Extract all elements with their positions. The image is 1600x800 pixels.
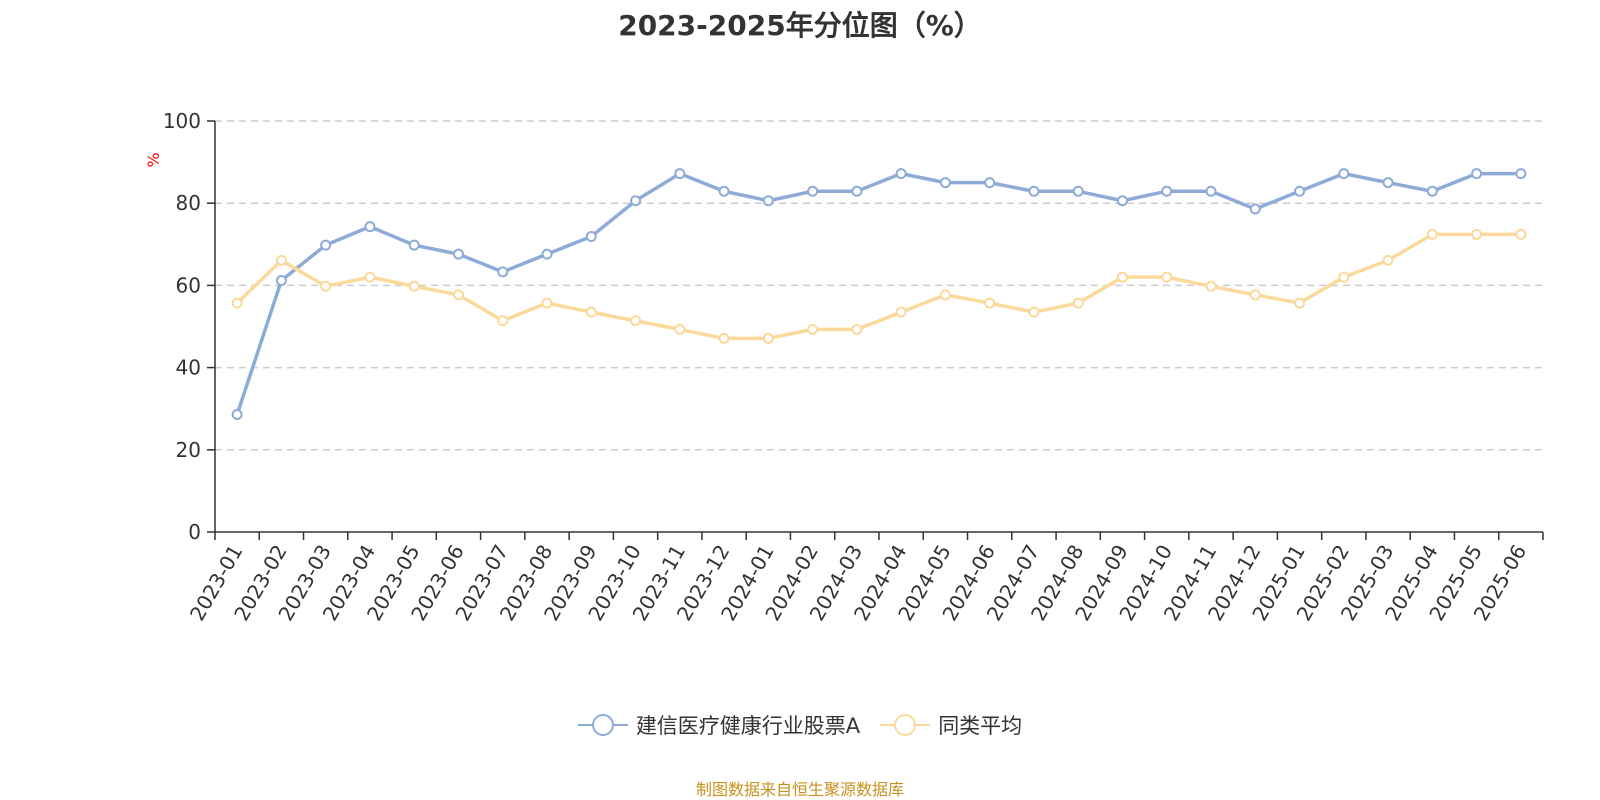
legend-label-fund: 建信医疗健康行业股票A [635,714,861,738]
data-point-1-2025-06 [1515,228,1527,240]
data-point-1-2023-09 [585,306,597,318]
data-point-0-2023-10 [630,195,642,207]
data-point-1-2024-10 [1161,271,1173,283]
data-point-1-2024-07 [1028,306,1040,318]
series-line-1 [235,232,1521,341]
data-point-1-2024-12 [1249,289,1261,301]
data-point-0-2025-03 [1382,177,1394,189]
data-point-1-2023-01 [231,297,243,309]
axes [207,120,1544,540]
legend-item-peer-average[interactable]: 同类平均 [880,710,1022,740]
data-point-1-2023-10 [630,315,642,327]
data-point-0-2024-05 [939,177,951,189]
data-point-0-2023-12 [718,185,730,197]
data-point-0-2024-09 [1116,195,1128,207]
data-point-0-2024-08 [1072,185,1084,197]
data-point-1-2024-01 [762,332,774,344]
data-point-1-2023-02 [275,254,287,266]
data-point-1-2023-11 [674,323,686,335]
series-lines [231,168,1527,420]
data-point-1-2023-12 [718,332,730,344]
data-point-0-2023-06 [452,248,464,260]
data-point-0-2025-06 [1515,168,1527,180]
data-point-0-2023-09 [585,230,597,242]
legend-swatch-peer-average [880,713,931,737]
data-point-0-2023-02 [275,274,287,286]
data-point-0-2024-11 [1205,185,1217,197]
data-point-0-2023-08 [541,248,553,260]
y-tick-label-20: 20 [176,438,201,462]
data-point-0-2023-04 [364,221,376,233]
data-point-1-2023-08 [541,297,553,309]
data-point-0-2023-01 [231,408,243,420]
data-point-0-2025-02 [1338,168,1350,180]
data-point-1-2023-06 [452,289,464,301]
data-point-0-2025-05 [1471,168,1483,180]
data-point-0-2024-07 [1028,185,1040,197]
data-point-1-2023-04 [364,271,376,283]
y-tick-label-80: 80 [176,191,201,215]
data-point-0-2024-06 [984,177,996,189]
data-point-0-2024-02 [807,185,819,197]
data-point-1-2024-09 [1116,271,1128,283]
data-point-1-2024-05 [939,289,951,301]
legend-item-fund[interactable]: 建信医疗健康行业股票A [577,710,861,740]
grid-lines [215,120,1543,451]
data-point-1-2025-02 [1338,271,1350,283]
data-point-1-2023-05 [408,280,420,292]
y-tick-labels: 0 20 40 60 80 100 [163,109,201,544]
data-point-1-2025-04 [1426,228,1438,240]
data-point-0-2023-05 [408,239,420,251]
data-point-0-2024-10 [1161,185,1173,197]
data-point-1-2025-03 [1382,254,1394,266]
data-point-0-2025-04 [1426,185,1438,197]
data-point-1-2024-11 [1205,280,1217,292]
y-tick-label-100: 100 [163,109,201,133]
data-point-0-2023-11 [674,168,686,180]
data-point-1-2025-05 [1471,228,1483,240]
series-line-0 [235,171,1521,416]
data-point-1-2024-02 [807,323,819,335]
chart-title: 2023-2025年分位图（%） [618,9,982,42]
data-point-1-2024-03 [851,323,863,335]
y-axis-unit: % [144,152,163,167]
data-point-1-2023-03 [320,280,332,292]
data-point-0-2023-07 [497,266,509,278]
data-point-0-2024-12 [1249,203,1261,215]
y-tick-label-0: 0 [188,520,201,544]
data-point-0-2024-03 [851,185,863,197]
data-point-0-2023-03 [320,239,332,251]
x-tick-labels: 2023-012023-022023-032023-042023-052023-… [185,541,1531,625]
y-tick-label-40: 40 [176,356,201,380]
data-point-1-2024-06 [984,297,996,309]
data-point-1-2024-08 [1072,297,1084,309]
data-point-1-2023-07 [497,315,509,327]
data-point-0-2024-01 [762,195,774,207]
source-note: 制图数据来自恒生聚源数据库 [695,780,904,799]
data-point-0-2025-01 [1294,185,1306,197]
data-point-1-2025-01 [1294,297,1306,309]
data-point-1-2024-04 [895,306,907,318]
legend: 建信医疗健康行业股票A 同类平均 [0,710,1600,740]
legend-swatch-fund [577,713,628,737]
legend-marker-fund [591,714,614,736]
y-tick-label-60: 60 [176,273,201,297]
legend-label-peer-average: 同类平均 [938,714,1023,738]
data-point-0-2024-04 [895,168,907,180]
legend-marker-peer-average [894,714,917,736]
